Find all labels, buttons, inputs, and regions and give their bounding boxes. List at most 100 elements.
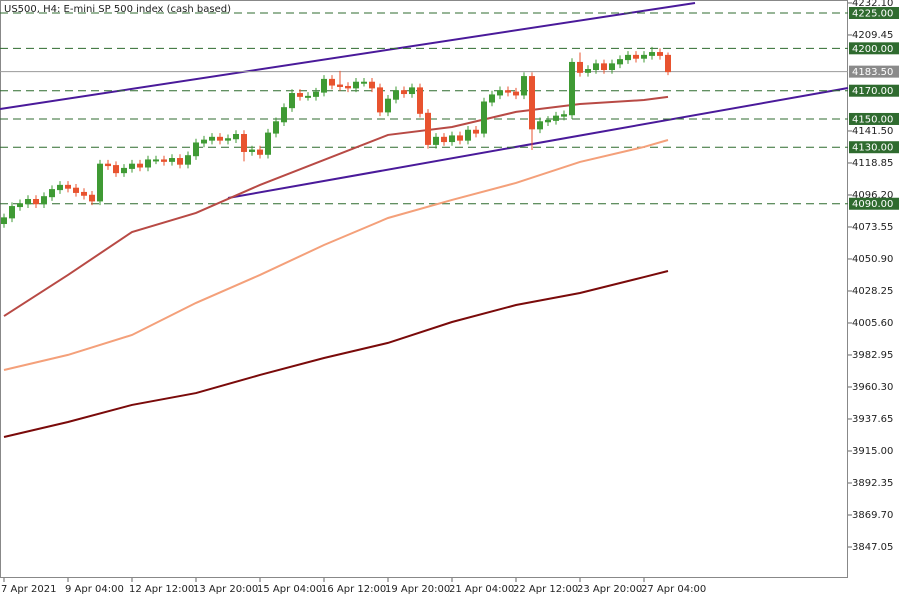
candle-body <box>633 54 639 59</box>
y-tick-label: 3982.95 <box>852 350 893 361</box>
level-label: 4130.00 <box>852 143 893 154</box>
level-label: 4225.00 <box>852 8 893 19</box>
candle-body <box>433 136 439 145</box>
candle-body <box>177 158 183 165</box>
x-tick-label: 9 Apr 04:00 <box>65 584 124 595</box>
candle-body <box>105 163 111 167</box>
level-label: 4200.00 <box>852 44 893 55</box>
x-tick-label: 27 Apr 04:00 <box>641 584 706 595</box>
candle-body <box>521 76 527 96</box>
plot-frame <box>0 0 848 578</box>
level-box <box>849 141 899 154</box>
candle-body <box>409 87 415 95</box>
candle-body <box>113 165 119 174</box>
candle-body <box>25 198 31 205</box>
x-tick-label: 16 Apr 12:00 <box>321 584 386 595</box>
candle-body <box>137 163 143 168</box>
candle-body <box>513 91 519 96</box>
candle-body <box>49 189 55 198</box>
candle-body <box>9 206 15 219</box>
candle-body <box>529 76 535 130</box>
candle-body <box>193 142 199 157</box>
candle-body <box>657 52 663 56</box>
candle-body <box>145 159 151 168</box>
candle-body <box>353 81 359 89</box>
candle-body <box>265 132 271 155</box>
candle-body <box>641 54 647 59</box>
candle-body <box>337 84 343 87</box>
chart-title: US500, H4: E-mini SP 500 index (cash bas… <box>4 4 231 15</box>
moving-average <box>3 95 669 317</box>
candle-body <box>89 194 95 202</box>
candle-body <box>441 136 447 143</box>
candle-body <box>273 121 279 134</box>
y-tick-label: 3937.65 <box>852 414 893 425</box>
trend-line <box>227 87 849 199</box>
y-tick-label: 4141.50 <box>852 126 893 137</box>
y-tick-label: 3960.30 <box>852 382 893 393</box>
candle-body <box>297 93 303 97</box>
y-tick-label: 3915.00 <box>852 446 893 457</box>
candle-body <box>241 134 247 152</box>
candle-body <box>577 61 583 73</box>
candle-body <box>617 59 623 65</box>
candle-body <box>169 158 175 162</box>
candle-body <box>121 167 127 174</box>
candle-body <box>665 54 671 73</box>
candle-body <box>209 136 215 141</box>
candle-body <box>329 78 335 86</box>
candle-body <box>393 90 399 100</box>
candle-body <box>233 134 239 140</box>
y-tick-label: 4096.20 <box>852 190 893 201</box>
candle-body <box>497 90 503 96</box>
y-tick-label: 3869.70 <box>852 510 893 521</box>
x-tick-label: 22 Apr 12:00 <box>513 584 578 595</box>
candle-body <box>481 101 487 134</box>
y-tick-label: 3847.05 <box>852 542 893 553</box>
candle-body <box>569 61 575 116</box>
y-tick-label: 4028.25 <box>852 286 893 297</box>
candle-body <box>321 78 327 93</box>
level-label: 4170.00 <box>852 86 893 97</box>
candle-body <box>161 159 167 162</box>
moving-average <box>3 139 669 372</box>
candle-body <box>257 149 263 155</box>
candle-body <box>225 138 231 141</box>
candle-body <box>81 191 87 196</box>
x-tick-label: 23 Apr 20:00 <box>577 584 642 595</box>
candle-body <box>385 98 391 113</box>
price-label: 4183.50 <box>852 67 893 78</box>
y-tick-label: 3892.35 <box>852 478 893 489</box>
moving-average <box>3 270 669 438</box>
candle-body <box>417 87 423 114</box>
candle-body <box>129 163 135 169</box>
candle-body <box>553 115 559 121</box>
x-tick-label: 12 Apr 12:00 <box>129 584 194 595</box>
candle-body <box>465 129 471 141</box>
candle-body <box>17 203 23 208</box>
x-tick-label: 7 Apr 2021 <box>1 584 56 595</box>
x-tick-label: 19 Apr 20:00 <box>385 584 450 595</box>
candle-body <box>41 196 47 205</box>
candle-body <box>601 63 607 71</box>
candle-body <box>97 163 103 202</box>
x-tick-label: 21 Apr 04:00 <box>449 584 514 595</box>
candle-body <box>377 87 383 113</box>
y-tick-label: 4073.55 <box>852 222 893 233</box>
candle-body <box>561 114 567 117</box>
candle-body <box>505 90 511 93</box>
y-tick-label: 4050.90 <box>852 254 893 265</box>
y-tick-label: 4005.60 <box>852 318 893 329</box>
level-label: 4150.00 <box>852 114 893 125</box>
level-box <box>849 197 899 210</box>
candle-body <box>249 149 255 152</box>
candle-body <box>185 155 191 165</box>
candle-body <box>609 63 615 71</box>
candle-body <box>33 198 39 205</box>
candle-body <box>305 95 311 98</box>
level-box <box>849 112 899 125</box>
candle-body <box>593 63 599 71</box>
candle-body <box>217 136 223 141</box>
x-tick-label: 13 Apr 20:00 <box>193 584 258 595</box>
